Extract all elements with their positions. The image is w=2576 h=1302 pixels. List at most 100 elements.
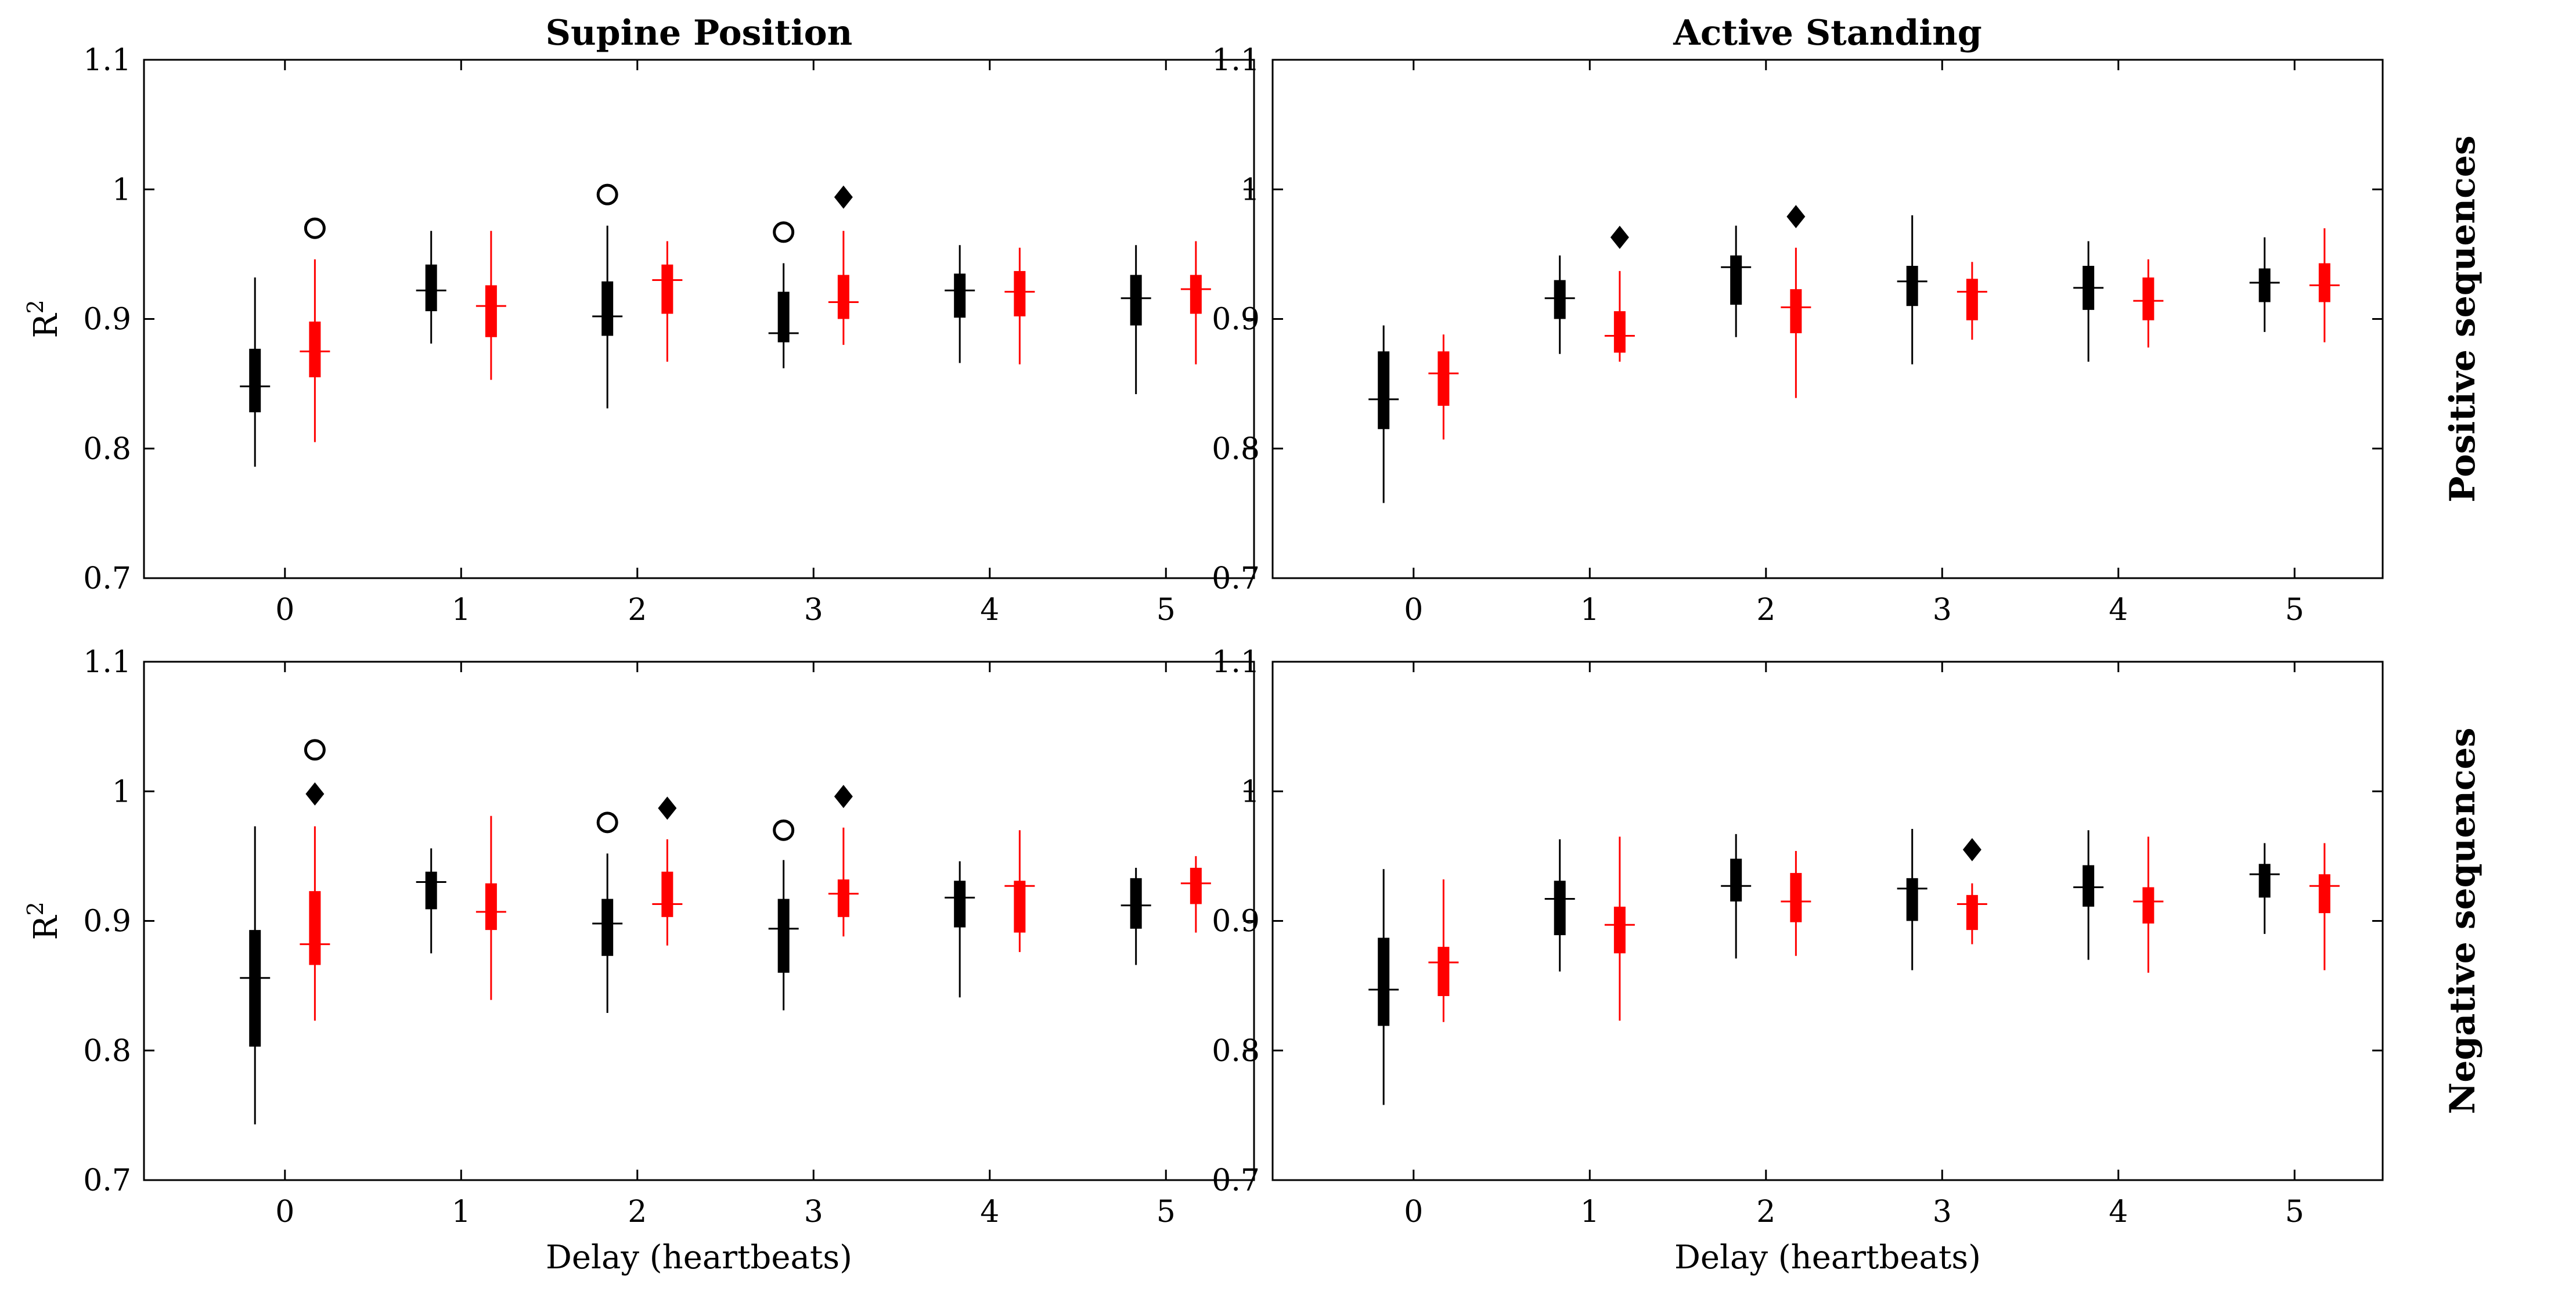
x-tick-label: 2 (628, 593, 647, 627)
marker-circle (596, 812, 618, 834)
y-tick-label: 0.7 (83, 1163, 131, 1198)
box-red (2142, 277, 2155, 320)
y-tick-label: 0.8 (83, 1034, 131, 1069)
marker-circle (304, 217, 326, 239)
box-black (425, 871, 437, 910)
box-black (425, 264, 437, 312)
box-red (309, 891, 321, 965)
y-axis-label-base: R (27, 915, 65, 940)
y-axis-label-base: R (27, 313, 65, 338)
box-black (601, 281, 614, 336)
box-red (1790, 872, 1802, 922)
box-red (1014, 881, 1026, 933)
x-tick-label: 1 (1580, 593, 1599, 627)
y-tick-label: 1 (112, 774, 131, 809)
y-tick-label: 1 (1241, 774, 1260, 809)
x-tick-label: 0 (275, 1195, 294, 1229)
panel-standing-negative: 0.7 0.8 0.9 1 1.1 0 1 2 3 4 5 Delay (heartbeats) Neg… (1212, 645, 2483, 1276)
y-tick-label: 0.9 (83, 302, 131, 337)
x-tick-label: 3 (804, 1195, 823, 1229)
x-tick-label: 0 (275, 593, 294, 627)
box-red (1014, 271, 1026, 317)
x-tick-label: 1 (452, 593, 471, 627)
box-black (1378, 351, 1390, 430)
box-red (1190, 867, 1202, 904)
y-tick-label: 0.7 (1212, 1163, 1260, 1198)
box-red (837, 275, 849, 319)
box-red (661, 264, 673, 314)
box-red (1966, 895, 1978, 930)
marker-circle (596, 183, 618, 205)
marker-diamond (834, 785, 853, 809)
box-red (2318, 263, 2330, 302)
x-tick-label: 0 (1404, 593, 1423, 627)
y-tick-label: 1.1 (1212, 43, 1260, 78)
y-tick-label: 1.1 (83, 43, 131, 78)
box-black (1730, 255, 1742, 305)
box-red (1437, 351, 1450, 406)
y-tick-label: 0.8 (1212, 432, 1260, 467)
x-tick-label: 2 (1756, 593, 1775, 627)
x-tick-label: 0 (1404, 1195, 1423, 1229)
y-tick-label: 1 (112, 172, 131, 207)
x-tick-label: 1 (1580, 1195, 1599, 1229)
box-black (1378, 937, 1390, 1026)
y-tick-label: 0.9 (83, 904, 131, 939)
box-black (777, 899, 790, 973)
box-black (601, 899, 614, 956)
marker-circle (773, 819, 795, 841)
marker-diamond (658, 796, 677, 820)
box-black (2258, 864, 2271, 898)
box-red (1190, 275, 1202, 314)
box-red (1613, 906, 1626, 954)
y-axis-label: R2 (23, 300, 65, 338)
y-axis-label: R2 (23, 901, 65, 940)
row-label: Positive sequences (2442, 135, 2483, 502)
x-tick-label: 5 (2285, 593, 2304, 627)
box-red (661, 871, 673, 917)
box-black (1730, 859, 1742, 902)
y-tick-label: 0.7 (83, 561, 131, 596)
x-tick-label: 5 (2285, 1195, 2304, 1229)
marker-circle (304, 739, 326, 761)
box-red (2318, 874, 2330, 914)
box-red (1437, 947, 1450, 996)
box-black (954, 273, 966, 318)
x-tick-label: 5 (1157, 593, 1176, 627)
y-tick-label: 1 (1241, 172, 1260, 207)
box-black (1906, 878, 1918, 921)
y-tick-label: 1.1 (83, 645, 131, 680)
box-red (485, 883, 497, 930)
marker-diamond (834, 185, 853, 209)
box-black (2083, 865, 2095, 907)
x-tick-label: 2 (628, 1195, 647, 1229)
x-tick-label: 3 (1933, 593, 1952, 627)
box-red (1966, 279, 1978, 320)
box-black (249, 930, 261, 1047)
y-tick-label: 0.7 (1212, 561, 1260, 596)
y-axis-label-superscript: 2 (23, 300, 48, 313)
x-tick-label: 1 (452, 1195, 471, 1229)
box-red (1613, 311, 1626, 353)
y-axis-label-superscript: 2 (23, 901, 48, 915)
x-tick-label: 3 (1933, 1195, 1952, 1229)
y-tick-label: 0.8 (83, 432, 131, 467)
box-red (1790, 289, 1802, 334)
box-black (1130, 878, 1142, 929)
x-tick-label: 5 (1157, 1195, 1176, 1229)
x-tick-label: 2 (1756, 1195, 1775, 1229)
panel-standing-positive: 0.7 0.8 0.9 1 1.1 0 1 2 3 4 5 Active Standing Positi… (1212, 13, 2483, 627)
box-red (2142, 887, 2155, 924)
x-axis-label: Delay (heartbeats) (1674, 1239, 1981, 1276)
box-red (309, 321, 321, 377)
box-black (1554, 280, 1566, 319)
box-black (777, 291, 790, 342)
box-black (1906, 265, 1918, 306)
marker-diamond (1610, 225, 1629, 249)
box-black (249, 348, 261, 413)
x-tick-label: 4 (980, 1195, 999, 1229)
box-red (837, 879, 849, 917)
